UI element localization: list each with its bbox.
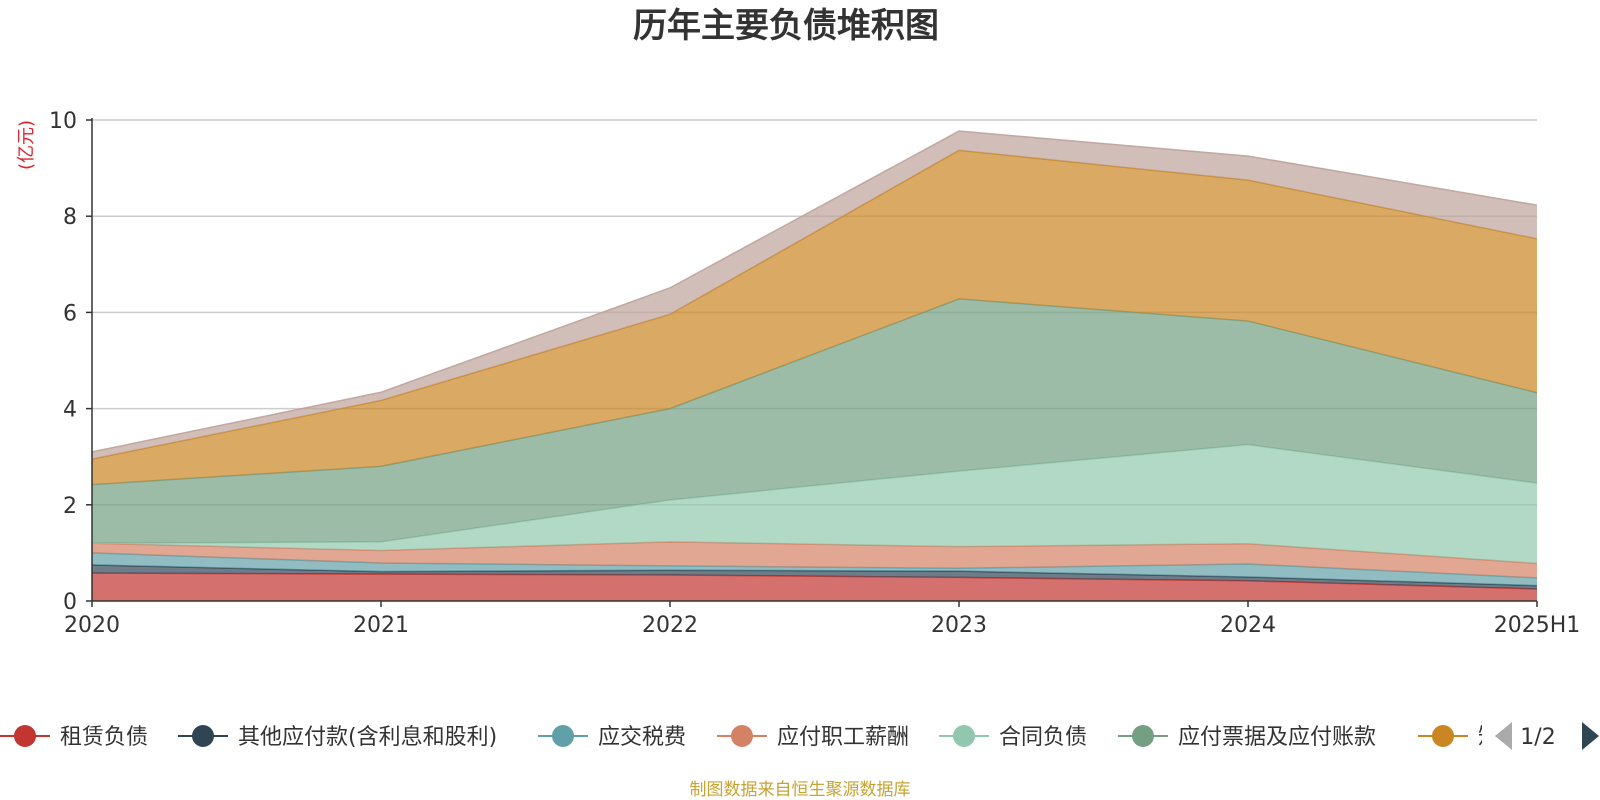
x-tick-label: 2022: [642, 613, 698, 638]
x-tick-label: 2023: [931, 613, 987, 638]
y-tick-label: 2: [63, 494, 77, 519]
x-tick-label: 2024: [1220, 613, 1276, 638]
legend-circle-icon: [731, 725, 753, 747]
x-tick-label: 2021: [353, 613, 409, 638]
legend-label: 合同负债: [999, 725, 1087, 750]
chart-title: 历年主要负债堆积图: [633, 6, 939, 46]
y-unit-label: (亿元): [16, 120, 37, 170]
legend-label: 其他应付款(含利息和股利): [238, 725, 497, 750]
legend-label: 应付职工薪酬: [777, 725, 909, 750]
area-series-4: [92, 444, 1537, 564]
area-series-6: [92, 150, 1537, 485]
legend-circle-icon: [192, 725, 214, 747]
legend-item[interactable]: 租赁负债: [0, 725, 148, 750]
legend-pager: 1/2: [1495, 722, 1599, 750]
legend-circle-icon: [953, 725, 975, 747]
series-line-6: [91, 149, 1538, 460]
legend-prev-icon[interactable]: [1495, 722, 1512, 750]
legend-circle-icon: [552, 725, 574, 747]
legend-label: 租赁负债: [60, 725, 148, 750]
y-tick-labels: 0 2 4 6 8 10: [49, 109, 77, 615]
legend-label: 短: [1478, 725, 1500, 750]
legend-items: 租赁负债 其他应付款(含利息和股利) 应交税费 应付职工薪酬 合同负债 应付票据及应付账款…: [0, 725, 1500, 750]
legend-label: 应付票据及应付账款: [1178, 725, 1376, 750]
x-tick-label: 2020: [64, 613, 120, 638]
series-line-1: [91, 564, 1538, 587]
legend-next-icon[interactable]: [1582, 722, 1599, 750]
x-tick-labels: 2020 2021 2022 2023 2024 2025H1: [64, 601, 1580, 638]
legend-item[interactable]: 应交税费: [538, 725, 686, 750]
x-tick-label: 2025H1: [1494, 613, 1581, 638]
source-note: 制图数据来自恒生聚源数据库: [690, 780, 911, 800]
y-tick-label: 4: [63, 398, 77, 423]
legend-item[interactable]: 应付职工薪酬: [717, 725, 909, 750]
legend-label: 应交税费: [598, 725, 686, 750]
area-series-group: [91, 130, 1538, 601]
legend-circle-icon: [1132, 725, 1154, 747]
legend-item[interactable]: 短: [1418, 725, 1500, 750]
area-series-5: [92, 298, 1537, 544]
legend-item[interactable]: 合同负债: [939, 725, 1087, 750]
y-tick-label: 6: [63, 301, 77, 326]
area-series-3: [92, 541, 1537, 578]
y-tick-label: 10: [49, 109, 77, 134]
series-line-7: [91, 130, 1538, 453]
axes: [91, 118, 1537, 602]
legend-page-indicator: 1/2: [1520, 725, 1555, 750]
y-tick-label: 0: [63, 590, 77, 615]
area-series-7: [92, 131, 1537, 460]
legend: 租赁负债 其他应付款(含利息和股利) 应交税费 应付职工薪酬 合同负债 应付票据及应付账款…: [0, 725, 1500, 750]
y-tick-label: 8: [63, 205, 77, 230]
legend-circle-icon: [14, 725, 36, 747]
area-series-2: [92, 552, 1537, 586]
legend-item[interactable]: 其他应付款(含利息和股利): [178, 725, 497, 750]
legend-circle-icon: [1432, 725, 1454, 747]
legend-item[interactable]: 应付票据及应付账款: [1118, 725, 1376, 750]
